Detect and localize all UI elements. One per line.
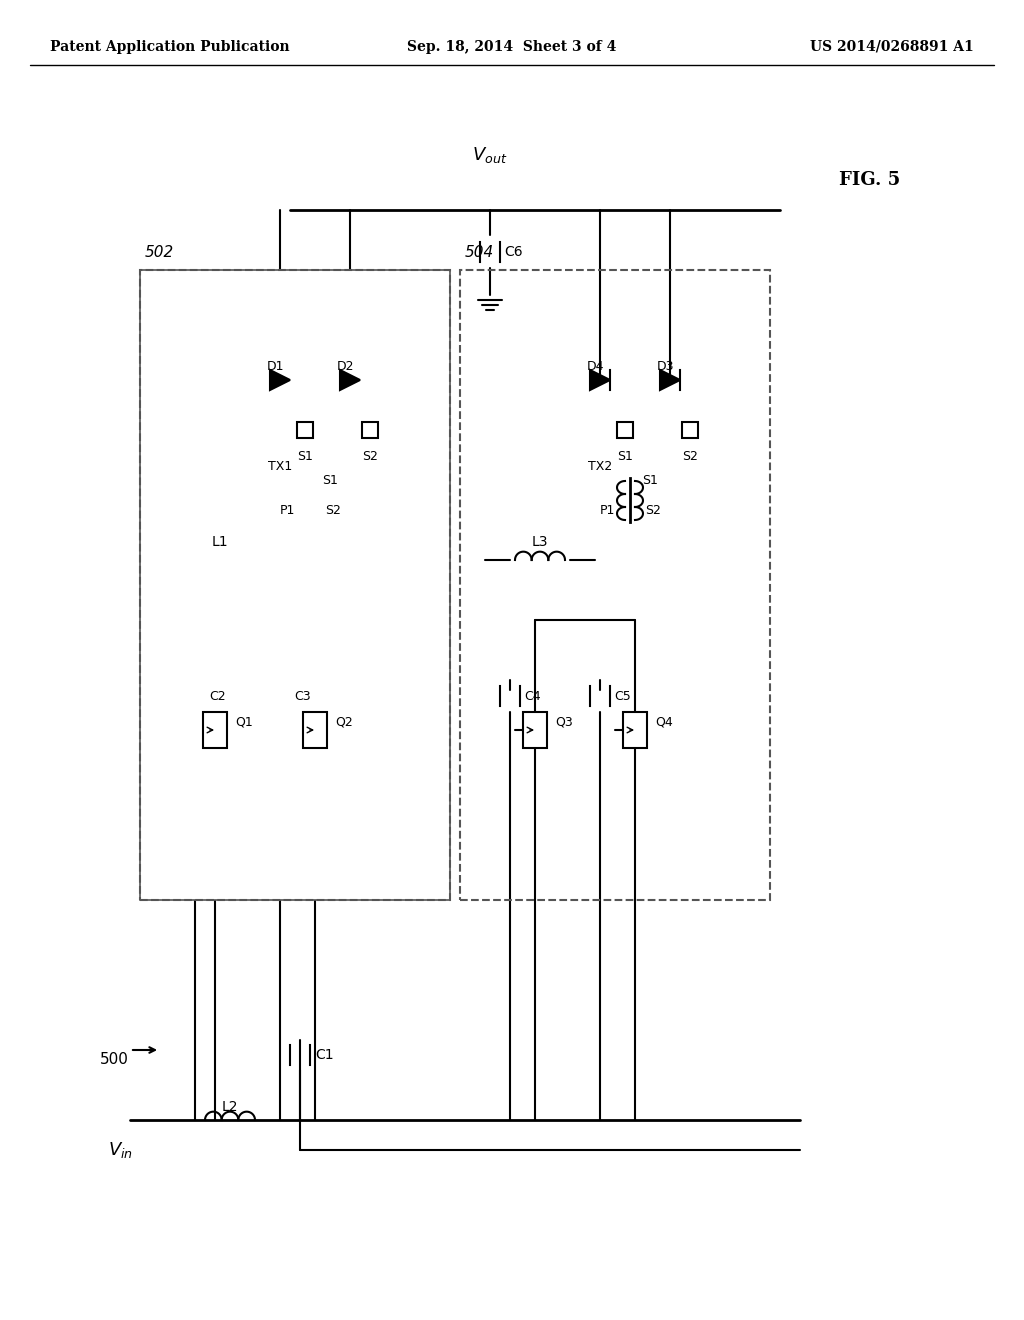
Text: Q2: Q2 bbox=[335, 715, 352, 729]
Polygon shape bbox=[270, 370, 290, 389]
Polygon shape bbox=[660, 370, 680, 389]
Bar bbox=[140, 271, 450, 900]
Text: D4: D4 bbox=[587, 360, 604, 374]
Text: Q1: Q1 bbox=[234, 715, 253, 729]
Text: Q3: Q3 bbox=[555, 715, 572, 729]
Bar bbox=[617, 422, 633, 438]
Bar bbox=[623, 711, 647, 748]
Bar bbox=[460, 271, 770, 900]
Text: TX1: TX1 bbox=[268, 459, 292, 473]
Text: D1: D1 bbox=[266, 360, 284, 374]
Text: S1: S1 bbox=[642, 474, 657, 487]
Text: 502: 502 bbox=[145, 246, 174, 260]
Text: L1: L1 bbox=[212, 535, 228, 549]
Text: $V_{in}$: $V_{in}$ bbox=[108, 1140, 132, 1160]
Text: 500: 500 bbox=[100, 1052, 129, 1068]
Text: C1: C1 bbox=[315, 1048, 334, 1063]
Polygon shape bbox=[340, 370, 360, 389]
Text: S2: S2 bbox=[362, 450, 378, 463]
Text: C3: C3 bbox=[294, 689, 310, 702]
Text: C5: C5 bbox=[614, 689, 631, 702]
Bar bbox=[682, 422, 698, 438]
Text: US 2014/0268891 A1: US 2014/0268891 A1 bbox=[810, 40, 974, 54]
Text: P1: P1 bbox=[600, 503, 615, 516]
Bar bbox=[303, 711, 327, 748]
Text: S2: S2 bbox=[682, 450, 698, 463]
Text: Patent Application Publication: Patent Application Publication bbox=[50, 40, 290, 54]
Bar bbox=[523, 711, 547, 748]
Text: D2: D2 bbox=[336, 360, 353, 374]
Text: L2: L2 bbox=[222, 1100, 239, 1114]
Text: Sep. 18, 2014  Sheet 3 of 4: Sep. 18, 2014 Sheet 3 of 4 bbox=[408, 40, 616, 54]
Text: L3: L3 bbox=[531, 535, 548, 549]
Text: S1: S1 bbox=[617, 450, 633, 463]
Text: S2: S2 bbox=[645, 503, 660, 516]
Text: C4: C4 bbox=[524, 689, 541, 702]
Text: S1: S1 bbox=[297, 450, 313, 463]
Text: TX2: TX2 bbox=[588, 459, 612, 473]
Text: C6: C6 bbox=[504, 246, 522, 259]
Text: 504: 504 bbox=[465, 246, 495, 260]
Text: D3: D3 bbox=[656, 360, 674, 374]
Bar bbox=[203, 711, 227, 748]
Bar bbox=[297, 422, 313, 438]
Text: FIG. 5: FIG. 5 bbox=[840, 172, 901, 189]
Text: P1: P1 bbox=[280, 503, 295, 516]
Bar bbox=[362, 422, 378, 438]
Text: S2: S2 bbox=[325, 503, 341, 516]
Text: S1: S1 bbox=[322, 474, 338, 487]
Text: $V_{out}$: $V_{out}$ bbox=[472, 145, 508, 165]
Text: C2: C2 bbox=[209, 689, 225, 702]
Polygon shape bbox=[590, 370, 610, 389]
Text: Q4: Q4 bbox=[655, 715, 673, 729]
Bar bbox=[140, 271, 450, 900]
